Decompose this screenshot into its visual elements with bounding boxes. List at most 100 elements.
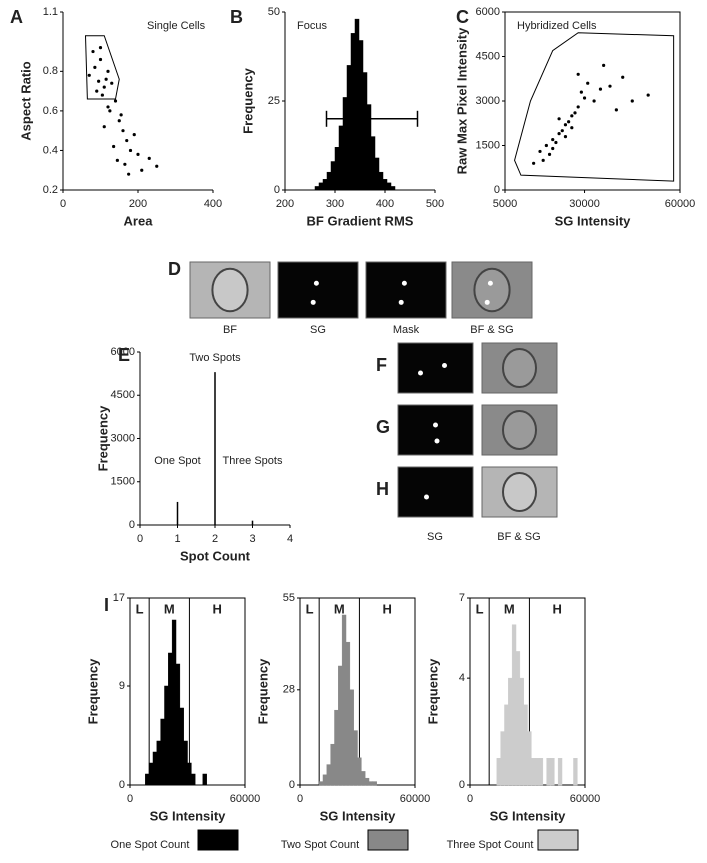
bin <box>372 781 377 786</box>
bin <box>546 758 551 786</box>
point <box>121 129 125 133</box>
cell-outline <box>502 410 537 450</box>
point <box>557 117 561 121</box>
region-label: M <box>334 601 345 616</box>
panel-letter: E <box>118 345 130 365</box>
bin <box>334 709 339 786</box>
panel-letter: C <box>456 7 469 27</box>
x-axis-title: Area <box>124 213 154 228</box>
x-tick-label: 500 <box>426 198 444 210</box>
region-label: M <box>164 601 175 616</box>
y-tick-label: 0 <box>274 184 280 196</box>
x-axis-title: Spot Count <box>180 548 251 563</box>
micrograph <box>397 466 474 518</box>
bin <box>338 665 343 786</box>
bin <box>168 652 173 786</box>
y-axis-title: Frequency <box>95 405 110 472</box>
spot <box>310 299 316 305</box>
legend-swatch <box>537 829 579 851</box>
bin <box>534 758 540 786</box>
point <box>563 123 568 127</box>
y-tick-label: 0 <box>129 519 135 531</box>
micrograph <box>397 342 474 394</box>
y-tick-label: 28 <box>283 684 295 696</box>
point <box>106 105 110 109</box>
x-tick-label: 0 <box>467 793 473 805</box>
panel-letter: F <box>376 355 387 375</box>
point <box>91 49 95 54</box>
bin <box>148 762 154 786</box>
bin <box>326 171 332 191</box>
point <box>547 152 552 156</box>
bin <box>386 182 392 191</box>
x-tick-label: 200 <box>129 198 147 210</box>
point <box>586 81 590 85</box>
point <box>102 85 106 89</box>
bin <box>550 758 555 786</box>
y-axis-title: Aspect Ratio <box>18 61 33 141</box>
point <box>614 108 618 112</box>
x-tick-label: 200 <box>276 198 294 210</box>
micrograph <box>397 404 474 456</box>
annotation: Single Cells <box>147 20 206 32</box>
point <box>541 158 545 162</box>
bin <box>557 758 563 786</box>
point <box>621 75 625 79</box>
bin <box>191 773 196 786</box>
point <box>127 172 131 176</box>
panel-letter: H <box>376 479 389 499</box>
bin <box>538 758 544 786</box>
y-tick-label: 50 <box>268 6 280 18</box>
bin <box>183 740 188 786</box>
image-label: BF & SG <box>470 324 513 336</box>
bin <box>175 663 181 786</box>
region-label: H <box>553 601 562 616</box>
spot <box>313 280 319 286</box>
point <box>570 114 574 118</box>
legend-swatch <box>197 829 239 851</box>
y-tick-label: 0.4 <box>43 144 58 156</box>
bin <box>573 758 578 786</box>
bin <box>504 704 509 786</box>
y-tick-label: 9 <box>119 680 125 692</box>
annotation: Focus <box>297 20 327 32</box>
legend-label: Three Spot Count <box>447 839 534 851</box>
bin <box>527 731 532 786</box>
panel-letter: G <box>376 417 390 437</box>
point <box>579 90 583 94</box>
x-axis-title: SG Intensity <box>150 808 227 823</box>
bin <box>357 757 362 786</box>
point <box>582 96 587 100</box>
bin <box>354 18 360 191</box>
annotation: One Spot <box>154 455 200 467</box>
point <box>557 132 561 136</box>
bin <box>338 125 344 191</box>
x-axis-title: SG Intensity <box>490 808 567 823</box>
point <box>576 105 580 109</box>
bin <box>382 179 388 191</box>
region-label: H <box>213 601 222 616</box>
bin <box>330 161 336 191</box>
x-tick-label: 0 <box>127 793 133 805</box>
point <box>563 135 568 139</box>
point <box>110 81 114 85</box>
point <box>117 119 121 123</box>
bin <box>368 781 374 786</box>
panel-letter: D <box>168 259 181 279</box>
point <box>95 89 99 93</box>
point <box>123 162 127 166</box>
bin <box>378 171 384 191</box>
x-tick-label: 300 <box>326 198 344 210</box>
y-tick-label: 6000 <box>476 6 500 18</box>
point <box>646 93 650 97</box>
x-tick-label: 4 <box>287 533 293 545</box>
x-tick-label: 400 <box>204 198 222 210</box>
point <box>140 168 144 172</box>
y-axis-title: Frequency <box>85 658 100 725</box>
cell-outline <box>211 267 249 313</box>
bin <box>531 758 536 786</box>
point <box>551 146 555 151</box>
point <box>98 46 103 50</box>
image-label: SG <box>427 531 443 543</box>
